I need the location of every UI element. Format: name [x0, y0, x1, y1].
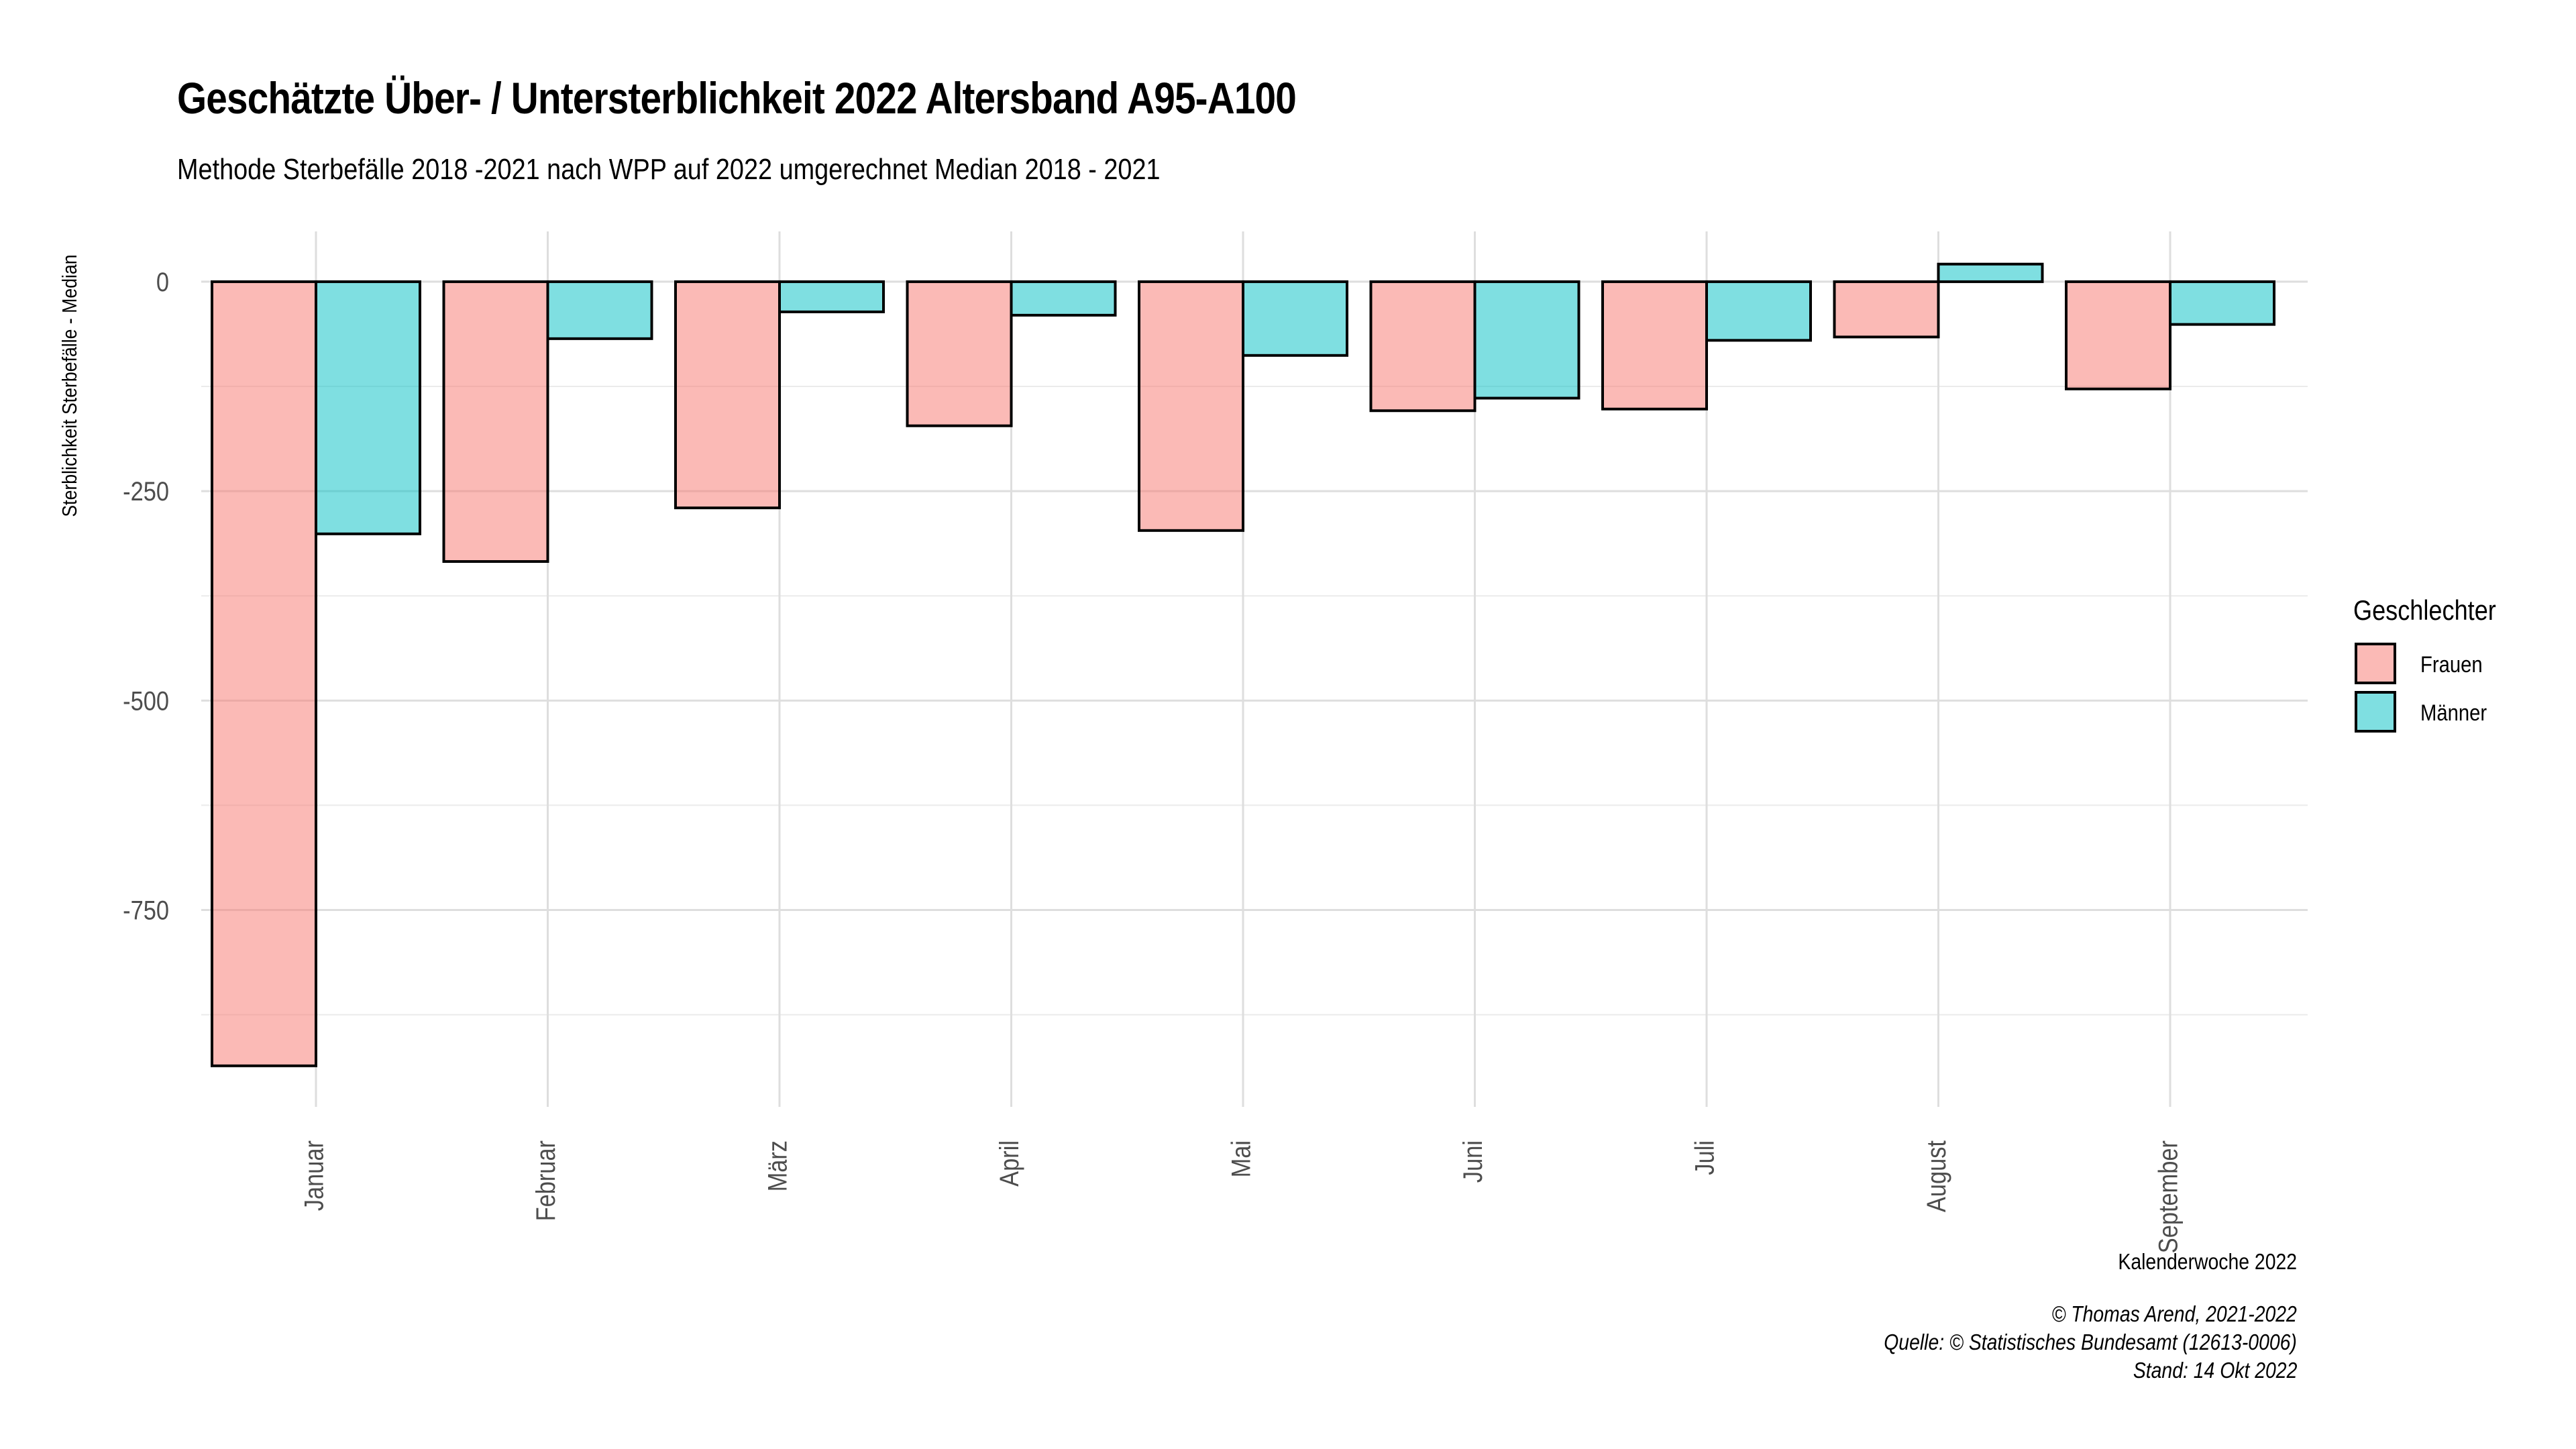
legend-label-maenner: Männer	[2420, 700, 2487, 726]
y-tick-label: -500	[123, 686, 169, 716]
legend-swatch-maenner	[2355, 691, 2396, 733]
bar-maenner-6	[1705, 280, 1812, 342]
x-axis-label: Kalenderwoche 2022	[2118, 1249, 2297, 1274]
bar-maenner-2	[778, 280, 885, 313]
x-tick-label: August	[1921, 1140, 1951, 1212]
bar-maenner-5	[1473, 280, 1580, 400]
y-tick-label: -750	[123, 895, 169, 925]
bar-maenner-1	[546, 280, 653, 340]
y-tick-label: -250	[123, 476, 169, 506]
x-tick-label: Februar	[531, 1140, 561, 1221]
bar-frauen-7	[1833, 280, 1940, 339]
bar-maenner-4	[1242, 280, 1348, 357]
bars	[211, 262, 2275, 1067]
bar-frauen-2	[674, 280, 781, 510]
x-tick-label: April	[994, 1140, 1024, 1187]
caption-source: Quelle: © Statistisches Bundesamt (12613…	[1884, 1330, 2297, 1354]
bar-frauen-1	[442, 280, 549, 564]
legend: Geschlechter Frauen Männer	[2353, 594, 2519, 733]
bar-frauen-6	[1601, 280, 1708, 411]
bar-frauen-8	[2065, 280, 2171, 390]
bar-maenner-3	[1010, 280, 1117, 317]
x-tick-label: Juli	[1689, 1140, 1719, 1175]
caption-copyright: © Thomas Arend, 2021-2022	[2051, 1301, 2297, 1326]
bar-frauen-4	[1138, 280, 1244, 532]
legend-title: Geschlechter	[2353, 594, 2496, 626]
bar-frauen-3	[906, 280, 1013, 427]
y-axis-ticks: 0 -250 -500 -750	[123, 266, 169, 925]
legend-swatch-frauen	[2355, 643, 2396, 684]
bar-maenner-7	[1937, 262, 2044, 283]
y-tick-label: 0	[156, 266, 169, 297]
chart-subtitle: Methode Sterbefälle 2018 -2021 nach WPP …	[177, 153, 1161, 186]
y-axis-label: Sterblichkeit Sterbefälle - Median	[58, 254, 81, 517]
x-tick-label: Juni	[1458, 1140, 1488, 1183]
caption-date: Stand: 14 Okt 2022	[2133, 1358, 2297, 1383]
x-tick-label: März	[762, 1140, 792, 1191]
bar-maenner-8	[2169, 280, 2275, 326]
bar-frauen-0	[211, 280, 317, 1067]
chart-title: Geschätzte Über- / Untersterblichkeit 20…	[177, 73, 1297, 123]
bar-frauen-5	[1369, 280, 1477, 413]
x-tick-label: Januar	[299, 1140, 329, 1211]
bar-maenner-0	[315, 280, 421, 535]
legend-label-frauen: Frauen	[2420, 652, 2483, 678]
x-tick-label: September	[2153, 1140, 2183, 1253]
x-tick-label: Mai	[1226, 1140, 1256, 1177]
x-axis-ticks: Januar Februar März April Mai Juni Juli August S…	[299, 1140, 2183, 1253]
